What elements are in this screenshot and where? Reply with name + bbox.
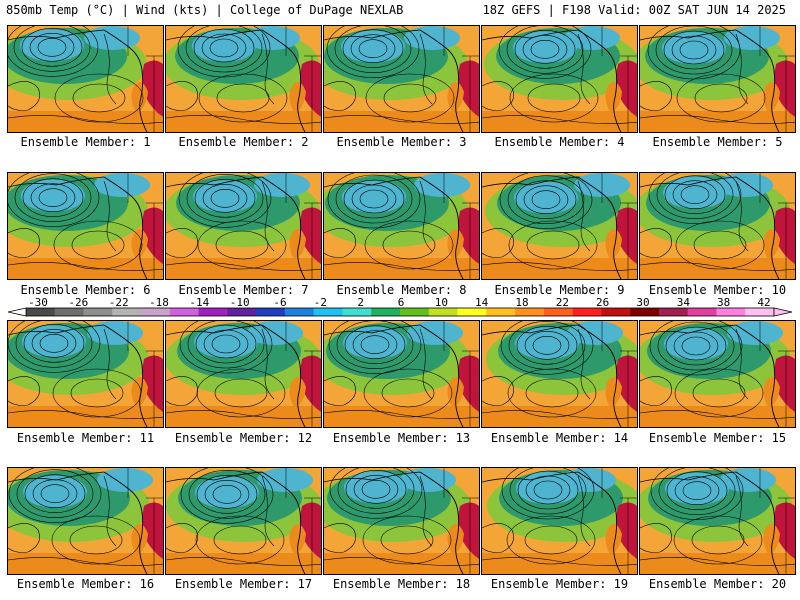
ensemble-member-map	[639, 172, 796, 280]
ensemble-member-label: Ensemble Member: 18	[332, 577, 471, 591]
ensemble-member-map	[639, 320, 796, 428]
colorbar-swatch	[141, 308, 171, 316]
colorbar-swatch	[687, 308, 717, 316]
colorbar-swatch	[26, 308, 56, 316]
ensemble-member-label: Ensemble Member: 19	[490, 577, 629, 591]
ensemble-member-label: Ensemble Member: 17	[174, 577, 313, 591]
colorbar-swatch	[515, 308, 545, 316]
ensemble-member-map	[7, 467, 164, 575]
colorbar-tick-label: -30	[28, 296, 48, 309]
ensemble-member-label: Ensemble Member: 16	[16, 577, 155, 591]
ensemble-member-label: Ensemble Member: 15	[648, 431, 787, 445]
ensemble-member-label: Ensemble Member: 5	[652, 135, 783, 149]
colorbar-tick-label: 30	[636, 296, 649, 309]
colorbar-tick-label: -10	[230, 296, 250, 309]
ensemble-member-map	[323, 320, 480, 428]
colorbar-swatch	[227, 308, 257, 316]
colorbar-tick-label: 6	[398, 296, 405, 309]
colorbar-swatch	[457, 308, 487, 316]
ensemble-member-map	[639, 25, 796, 133]
ensemble-member-label: Ensemble Member: 12	[174, 431, 313, 445]
ensemble-member-map	[165, 467, 322, 575]
colorbar-tick-label: 2	[357, 296, 364, 309]
colorbar-tick-label: -22	[109, 296, 129, 309]
colorbar-swatch	[658, 308, 688, 316]
ensemble-member-map	[7, 320, 164, 428]
ensemble-member-label: Ensemble Member: 9	[494, 283, 625, 297]
colorbar-swatch	[284, 308, 314, 316]
colorbar-tick-label: -2	[314, 296, 327, 309]
ensemble-member-map	[481, 467, 638, 575]
colorbar-tick-label: -14	[189, 296, 209, 309]
temperature-colorbar: -30 -26 -22 -18 -14 -10 -6 -2 2 6 10 14 18 22 26 30 34 38…	[7, 296, 793, 317]
ensemble-member-label: Ensemble Member: 2	[178, 135, 309, 149]
colorbar-swatch	[630, 308, 660, 316]
colorbar-tick-label: -26	[68, 296, 88, 309]
ensemble-member-label: Ensemble Member: 14	[490, 431, 629, 445]
colorbar-swatch	[256, 308, 286, 316]
ensemble-member-label: Ensemble Member: 11	[16, 431, 155, 445]
ensemble-member-map	[481, 172, 638, 280]
colorbar-swatch	[313, 308, 343, 316]
colorbar-swatch	[54, 308, 84, 316]
colorbar-tick-label: -18	[149, 296, 169, 309]
colorbar-tick-label: 14	[475, 296, 489, 309]
colorbar-swatch	[601, 308, 631, 316]
ensemble-member-map	[7, 25, 164, 133]
colorbar-swatch	[745, 308, 775, 316]
ensemble-member-label: Ensemble Member: 8	[336, 283, 467, 297]
ensemble-member-label: Ensemble Member: 13	[332, 431, 471, 445]
ensemble-member-label: Ensemble Member: 3	[336, 135, 467, 149]
colorbar-swatch	[371, 308, 401, 316]
ensemble-member-label: Ensemble Member: 6	[20, 283, 151, 297]
colorbar-right-arrow	[773, 307, 793, 317]
colorbar-tick-label: 10	[435, 296, 448, 309]
colorbar-left-arrow	[7, 307, 27, 317]
ensemble-member-label: Ensemble Member: 4	[494, 135, 625, 149]
colorbar-tick-label: 42	[757, 296, 770, 309]
ensemble-member-label: Ensemble Member: 1	[20, 135, 151, 149]
ensemble-member-map	[165, 172, 322, 280]
colorbar-swatch	[342, 308, 372, 316]
ensemble-member-label: Ensemble Member: 20	[648, 577, 787, 591]
colorbar-tick-label: -6	[273, 296, 286, 309]
ensemble-member-map	[481, 25, 638, 133]
chart-title: 850mb Temp (°C) | Wind (kts) | College o…	[6, 3, 404, 17]
ensemble-member-map	[165, 25, 322, 133]
ensemble-member-label: Ensemble Member: 7	[178, 283, 309, 297]
colorbar-swatch	[486, 308, 516, 316]
colorbar-tick-label: 34	[677, 296, 691, 309]
ensemble-member-map	[323, 25, 480, 133]
colorbar-swatch	[400, 308, 430, 316]
colorbar-tick-label: 22	[556, 296, 569, 309]
ensemble-member-label: Ensemble Member: 10	[648, 283, 787, 297]
colorbar-swatch	[572, 308, 602, 316]
colorbar-swatch	[428, 308, 458, 316]
colorbar-swatch	[716, 308, 746, 316]
ensemble-member-map	[165, 320, 322, 428]
colorbar-tick-label: 38	[717, 296, 730, 309]
chart-valid-time: 18Z GEFS | F198 Valid: 00Z SAT JUN 14 20…	[482, 3, 786, 17]
colorbar-swatch	[543, 308, 573, 316]
colorbar-swatch	[83, 308, 113, 316]
ensemble-member-map	[639, 467, 796, 575]
ensemble-member-map	[323, 467, 480, 575]
colorbar-tick-label: 18	[515, 296, 528, 309]
colorbar-swatch	[169, 308, 199, 316]
ensemble-member-map	[7, 172, 164, 280]
colorbar-swatch	[198, 308, 228, 316]
ensemble-member-map	[481, 320, 638, 428]
ensemble-member-map	[323, 172, 480, 280]
colorbar-swatch	[112, 308, 142, 316]
colorbar-tick-label: 26	[596, 296, 609, 309]
